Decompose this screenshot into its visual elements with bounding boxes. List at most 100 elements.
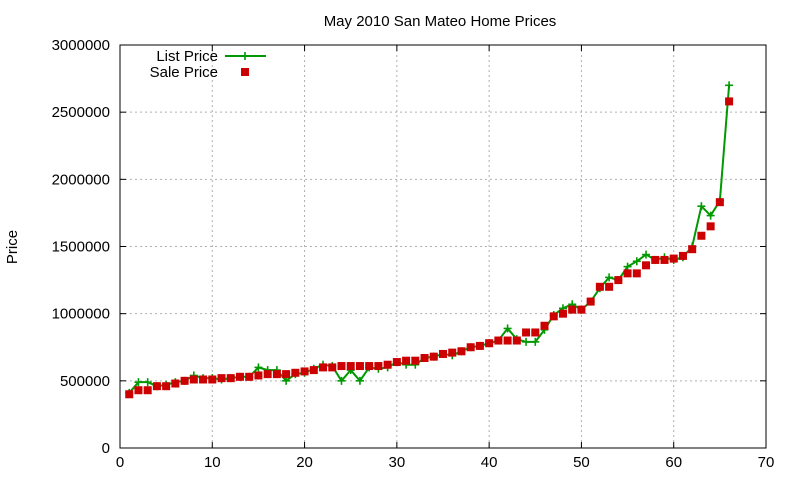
sale-price-point	[678, 251, 687, 260]
sale-price-point	[457, 347, 466, 356]
legend-swatch-marker	[241, 68, 249, 76]
sale-price-point	[125, 390, 134, 399]
list-price-point	[134, 378, 143, 387]
x-tick-label: 50	[573, 454, 590, 471]
list-price-point	[697, 202, 706, 211]
sale-price-point	[355, 362, 364, 371]
x-tick-label: 30	[389, 454, 406, 471]
sale-price-point	[558, 309, 567, 318]
legend-label: Sale Price	[150, 64, 218, 81]
list-price-point	[337, 376, 346, 385]
sale-price-point	[577, 305, 586, 314]
sale-price-point	[522, 328, 531, 337]
y-tick-label: 3000000	[52, 37, 110, 54]
sale-price-point	[485, 339, 494, 348]
sale-price-point	[697, 231, 706, 240]
sale-price-point	[688, 245, 697, 254]
sale-price-point	[512, 336, 521, 345]
sale-price-point	[549, 312, 558, 321]
x-tick-label: 60	[665, 454, 682, 471]
sale-price-point	[291, 368, 300, 377]
y-tick-label: 2000000	[52, 171, 110, 188]
list-price-point	[522, 337, 531, 346]
sale-price-point	[411, 356, 420, 365]
x-tick-label: 10	[204, 454, 221, 471]
list-price-series	[125, 81, 734, 397]
sale-price-point	[328, 363, 337, 372]
list-price-point	[725, 81, 734, 90]
legend-label: List Price	[156, 48, 218, 65]
sale-price-point	[337, 362, 346, 371]
list-price-point	[642, 250, 651, 259]
sale-price-point	[263, 370, 272, 379]
y-axis-label: Price	[4, 230, 21, 264]
sale-price-point	[272, 370, 281, 379]
series	[125, 81, 734, 399]
chart-title: May 2010 San Mateo Home Prices	[324, 13, 557, 30]
sale-price-point	[568, 305, 577, 314]
sale-price-point	[365, 362, 374, 371]
sale-price-point	[651, 255, 660, 264]
sale-price-point	[180, 376, 189, 385]
list-price-point	[254, 363, 263, 372]
sale-price-point	[531, 328, 540, 337]
y-tick-label: 2500000	[52, 104, 110, 121]
sale-price-point	[309, 366, 318, 375]
y-tick-label: 500000	[60, 373, 110, 390]
sale-price-point	[715, 198, 724, 207]
sale-price-point	[614, 276, 623, 285]
list-price-line	[128, 85, 731, 394]
list-price-point	[605, 273, 614, 282]
list-price-point	[282, 376, 291, 385]
sale-price-point	[226, 374, 235, 383]
sale-price-point	[632, 269, 641, 278]
list-price-point	[623, 262, 632, 271]
sale-price-point	[494, 336, 503, 345]
sale-price-point	[420, 353, 429, 362]
legend-swatch-marker	[241, 52, 249, 60]
x-tick-label: 20	[296, 454, 313, 471]
x-tick-label: 0	[116, 454, 124, 471]
sale-price-point	[282, 370, 291, 379]
sale-price-point	[374, 362, 383, 371]
sale-price-point	[143, 386, 152, 395]
list-price-point	[503, 324, 512, 333]
grid-lines	[120, 45, 766, 448]
list-price-point	[531, 337, 540, 346]
sale-price-point	[199, 375, 208, 384]
sale-price-point	[475, 341, 484, 350]
y-tick-label: 0	[102, 440, 110, 457]
sale-price-point	[725, 97, 734, 106]
list-price-point	[632, 257, 641, 266]
sale-price-point	[245, 372, 254, 381]
sale-price-point	[623, 269, 632, 278]
sale-price-point	[503, 336, 512, 345]
list-price-point	[706, 211, 715, 220]
sale-price-point	[660, 255, 669, 264]
sale-price-point	[605, 282, 614, 291]
sale-price-point	[235, 372, 244, 381]
sale-price-point	[208, 375, 217, 384]
sale-price-point	[254, 371, 263, 380]
x-tick-label: 40	[481, 454, 498, 471]
sale-price-point	[134, 386, 143, 395]
sale-price-point	[189, 375, 198, 384]
sale-price-point	[540, 321, 549, 330]
sale-price-point	[162, 382, 171, 391]
list-price-point	[355, 376, 364, 385]
sale-price-point	[152, 382, 161, 391]
sale-price-point	[466, 343, 475, 352]
legend-item-list-price: List Price	[156, 48, 266, 65]
sale-price-point	[171, 379, 180, 388]
y-tick-label: 1500000	[52, 239, 110, 256]
sale-price-point	[595, 282, 604, 291]
legend-item-sale-price: Sale Price	[150, 64, 249, 81]
sale-price-point	[217, 374, 226, 383]
list-price-point	[143, 378, 152, 387]
axes: 0 10 20 30 40 50 60 70 0 500000 1000000 1500000 2000…	[52, 37, 775, 471]
sale-price-point	[300, 367, 309, 376]
sale-price-point	[429, 352, 438, 361]
sale-price-point	[383, 360, 392, 369]
x-tick-label: 70	[758, 454, 775, 471]
